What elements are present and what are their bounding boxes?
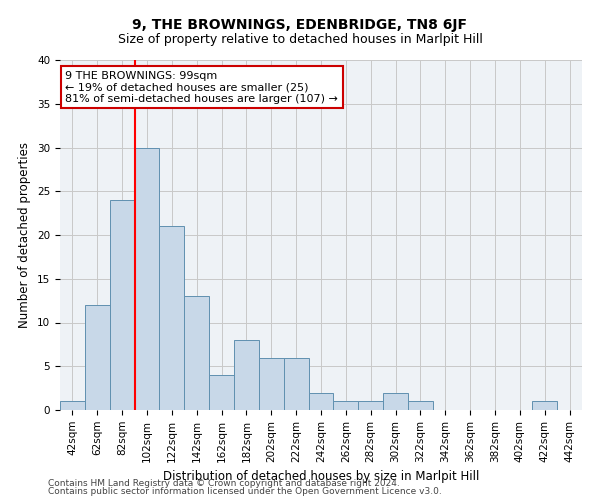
Bar <box>209 375 234 410</box>
Bar <box>308 392 334 410</box>
Bar <box>532 401 557 410</box>
Bar <box>383 392 408 410</box>
Bar <box>284 358 308 410</box>
X-axis label: Distribution of detached houses by size in Marlpit Hill: Distribution of detached houses by size … <box>163 470 479 483</box>
Text: 9 THE BROWNINGS: 99sqm
← 19% of detached houses are smaller (25)
81% of semi-det: 9 THE BROWNINGS: 99sqm ← 19% of detached… <box>65 70 338 104</box>
Bar <box>134 148 160 410</box>
Text: Contains public sector information licensed under the Open Government Licence v3: Contains public sector information licen… <box>48 487 442 496</box>
Bar <box>184 296 209 410</box>
Y-axis label: Number of detached properties: Number of detached properties <box>19 142 31 328</box>
Bar <box>160 226 184 410</box>
Bar <box>408 401 433 410</box>
Bar <box>358 401 383 410</box>
Text: Size of property relative to detached houses in Marlpit Hill: Size of property relative to detached ho… <box>118 32 482 46</box>
Text: 9, THE BROWNINGS, EDENBRIDGE, TN8 6JF: 9, THE BROWNINGS, EDENBRIDGE, TN8 6JF <box>133 18 467 32</box>
Bar <box>110 200 134 410</box>
Bar <box>259 358 284 410</box>
Bar <box>234 340 259 410</box>
Bar <box>334 401 358 410</box>
Text: Contains HM Land Registry data © Crown copyright and database right 2024.: Contains HM Land Registry data © Crown c… <box>48 478 400 488</box>
Bar <box>85 305 110 410</box>
Bar <box>60 401 85 410</box>
